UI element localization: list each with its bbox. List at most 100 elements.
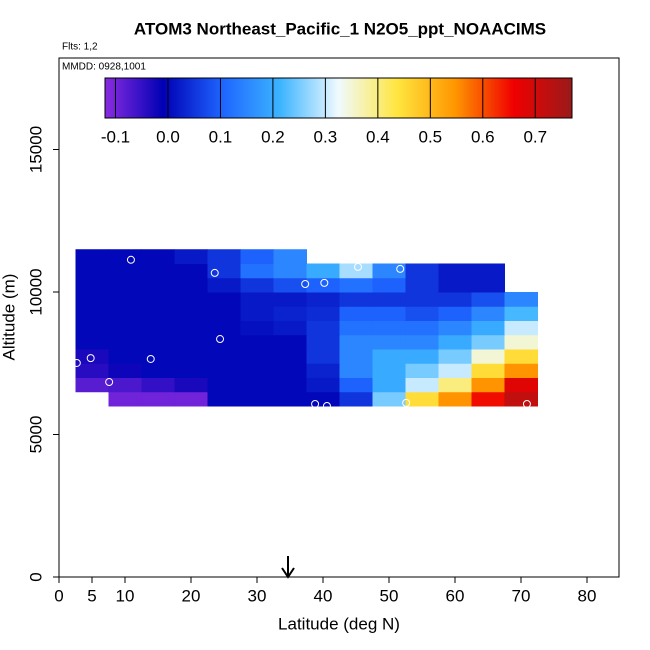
heatmap-cell [174,291,208,307]
heatmap-cell [75,377,109,393]
flight-point [320,278,329,287]
heatmap-cell [141,306,175,321]
heatmap-cell [471,306,505,321]
heatmap-cell [471,320,505,336]
heatmap-cell [75,249,109,264]
heatmap-cell [339,306,373,321]
heatmap-cell [75,306,109,321]
heatmap-cell [438,377,472,393]
heatmap-cell [504,320,538,336]
heatmap-cell [141,348,175,364]
colorbar-tick-label: 0.4 [366,127,390,146]
plot-frame [58,57,620,578]
flight-point [146,354,155,363]
heatmap-cell [405,277,439,293]
heatmap-cell [504,291,538,307]
heatmap-cell [108,348,142,364]
heatmap-cell [372,377,406,393]
heatmap-cell [339,277,373,293]
heatmap-cell [108,263,142,279]
colorbar-tick-label: 0.0 [156,127,180,146]
heatmap-cell [306,391,340,407]
heatmap-cell [207,277,241,293]
heatmap-cell [306,306,340,321]
heatmap-cell [174,263,208,279]
heatmap-cell [306,348,340,364]
heatmap-cell [438,363,472,378]
heatmap-cell [141,363,175,378]
heatmap-cell [207,249,241,264]
heatmap-cell [339,348,373,364]
flight-point [72,358,81,367]
heatmap-cell [75,291,109,307]
x-tick-label: 10 [116,586,135,605]
heatmap-cell [207,263,241,279]
heatmap-cell [405,391,439,407]
heatmap-cell [504,363,538,378]
heatmap-cell [174,320,208,336]
heatmap-cell [405,377,439,393]
heatmap-cell [174,334,208,350]
flight-point [396,264,405,273]
x-axis-label: Latitude (deg N) [278,614,400,633]
colorbar-tick-label: 0.2 [261,127,285,146]
heatmap-cell [372,363,406,378]
chart-title: ATOM3 Northeast_Pacific_1 N2O5_ppt_NOAAC… [134,19,546,38]
heatmap-cell [306,320,340,336]
heatmap-cell [141,334,175,350]
heatmap-cell [273,363,307,378]
heatmap-cell [372,306,406,321]
heatmap-cell [273,306,307,321]
heatmap-cell [504,306,538,321]
heatmap-cell [240,291,274,307]
heatmap-cell [75,320,109,336]
heatmap-cell [372,291,406,307]
heatmap-cell [240,306,274,321]
heatmap-cell [339,363,373,378]
heatmap-cell [273,348,307,364]
heatmap-cell [108,334,142,350]
heatmap-cell [240,263,274,279]
heatmap-cell [207,377,241,393]
x-tick-label: 70 [512,586,531,605]
heatmap-cell [240,277,274,293]
heatmap-cell [372,391,406,407]
heatmap-cell [207,320,241,336]
heatmap-cell [207,391,241,407]
flight-point [216,335,225,344]
heatmap-cell [141,263,175,279]
heatmap-cell [240,363,274,378]
subtitle: Flts: 1,2 [62,42,98,53]
heatmap-cell [240,391,274,407]
heatmap-cell [174,377,208,393]
heatmap-cell [471,291,505,307]
heatmap-cell [108,306,142,321]
heatmap-cells [75,249,538,407]
heatmap-cell [273,377,307,393]
heatmap-cell [141,291,175,307]
colorbar-tick-label: 0.5 [419,127,443,146]
flight-point [311,400,320,408]
heatmap-cell [306,291,340,307]
heatmap-cell [240,320,274,336]
heatmap-cell [141,391,175,407]
heatmap-cell [273,320,307,336]
heatmap-cell [339,334,373,350]
heatmap-cell [207,348,241,364]
colorbar [104,77,573,119]
x-tick-label: 30 [248,586,267,605]
heatmap-cell [471,263,505,279]
colorbar-tick-label: 0.7 [523,127,547,146]
heatmap-cell [438,348,472,364]
x-tick-label: 80 [578,586,597,605]
heatmap-cell [339,263,373,279]
y-tick-label: 0 [26,572,45,581]
heatmap-cell [273,291,307,307]
heatmap-cell [75,334,109,350]
heatmap-cell [207,363,241,378]
heatmap-cell [174,277,208,293]
heatmap-cell [240,377,274,393]
x-tick-label: 0 [54,586,63,605]
heatmap-cell [306,277,340,293]
